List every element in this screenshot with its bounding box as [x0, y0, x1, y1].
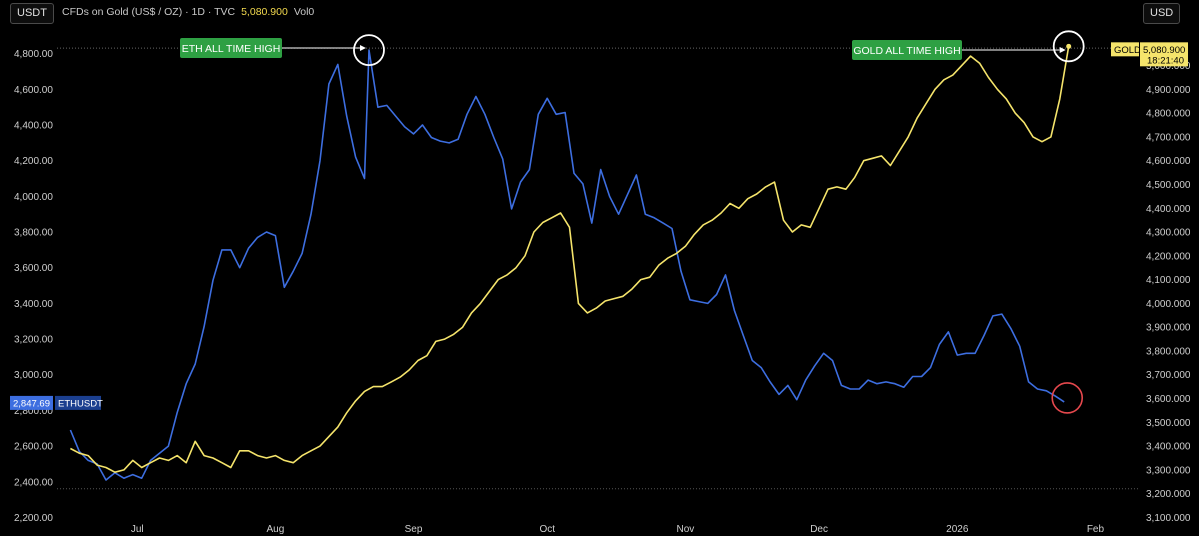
right-axis-tick-label: 3,300.000: [1146, 465, 1191, 476]
right-axis-tick-label: 4,700.000: [1146, 132, 1191, 143]
left-axis-tick-label: 2,800.00: [14, 406, 53, 417]
gold-ath-arrowhead: [1059, 47, 1066, 53]
left-axis-tick-label: 4,000.00: [14, 192, 53, 203]
right-axis-tick-label: 3,400.000: [1146, 442, 1191, 453]
series-line-gold: [70, 46, 1070, 474]
x-axis-tick-label: 2026: [946, 524, 969, 535]
eth-last-circle: [1051, 382, 1084, 414]
gold-price-badge-timer: 18:21:40: [1147, 55, 1184, 66]
right-axis-tick-label: 4,100.000: [1146, 275, 1191, 286]
right-currency-selector[interactable]: USD: [1143, 3, 1181, 24]
left-axis-tick-label: 4,800.00: [14, 49, 53, 60]
right-axis-tick-label: 3,600.000: [1146, 394, 1191, 405]
eth-price-badge: [10, 395, 53, 410]
left-axis-tick-label: 4,200.00: [14, 156, 53, 167]
right-axis-tick-label: 3,800.000: [1146, 346, 1191, 357]
left-axis-tick-label: 2,400.00: [14, 477, 53, 488]
right-axis-tick-label: 5,000.000: [1146, 61, 1191, 72]
x-axis-tick-label: Aug: [266, 524, 284, 535]
eth-symbol-badge-label: ETHUSDT: [58, 398, 103, 409]
right-axis-tick-label: 4,300.000: [1146, 228, 1191, 239]
eth-symbol-badge: [55, 395, 101, 410]
right-axis-tick-label: 4,400.000: [1146, 204, 1191, 215]
gold-price-badge-value: 5,080.900: [1143, 45, 1185, 56]
gold-ath-callout: [852, 40, 962, 60]
left-axis-tick-label: 3,600.00: [14, 263, 53, 274]
eth-ath-callout: [180, 38, 282, 58]
header-volume: Vol0: [293, 6, 315, 18]
gold-last-point: [1066, 43, 1072, 49]
left-axis-tick-label: 3,400.00: [14, 299, 53, 310]
right-axis-tick-label: 4,600.000: [1146, 156, 1191, 167]
gold-price-badge: [1140, 42, 1188, 67]
left-axis-tick-label: 2,600.00: [14, 442, 53, 453]
gold-ath-circle: [1052, 30, 1085, 63]
left-currency-selector[interactable]: USDT: [10, 3, 54, 24]
right-axis-tick-label: 4,000.000: [1146, 299, 1191, 310]
header-last-price: 5,080.900: [241, 6, 288, 18]
right-axis-tick-label: 3,700.000: [1146, 370, 1191, 381]
eth-price-badge-value: 2,847.69: [13, 398, 50, 409]
series-line-ethusdt: [69, 49, 1065, 481]
x-axis-tick-label: Dec: [810, 524, 828, 535]
right-axis-tick-label: 4,500.000: [1146, 180, 1191, 191]
left-axis-tick-label: 2,200.00: [14, 513, 53, 524]
left-axis-tick-label: 3,800.00: [14, 228, 53, 239]
chart-header: CFDs on Gold (US$ / OZ) · 1D · TVC 5,080.…: [62, 6, 314, 18]
x-axis-tick-label: Jul: [131, 524, 144, 535]
eth-ath-circle: [353, 34, 385, 67]
right-axis-tick-label: 3,200.000: [1146, 489, 1191, 500]
eth-ath-label: ETH ALL TIME HIGH: [182, 43, 281, 55]
right-axis-tick-label: 3,500.000: [1146, 418, 1191, 429]
x-axis-tick-label: Sep: [405, 524, 423, 535]
left-axis-tick-label: 4,600.00: [14, 85, 53, 96]
left-axis-tick-label: 3,000.00: [14, 370, 53, 381]
gold-symbol-badge: [1111, 42, 1139, 57]
gold-symbol-badge-label: GOLD: [1114, 45, 1141, 56]
left-axis-tick-label: 3,200.00: [14, 335, 53, 346]
right-axis-tick-label: 4,800.000: [1146, 109, 1191, 120]
x-axis-tick-label: Oct: [539, 524, 555, 535]
symbol-title: CFDs on Gold (US$ / OZ) · 1D · TVC: [62, 6, 236, 18]
left-axis-tick-label: 4,400.00: [14, 121, 53, 132]
right-axis-tick-label: 4,900.000: [1146, 85, 1191, 96]
right-axis-tick-label: 3,100.000: [1146, 513, 1191, 524]
x-axis-tick-label: Feb: [1087, 524, 1105, 535]
right-axis-tick-label: 4,200.000: [1146, 251, 1191, 262]
eth-ath-arrowhead: [359, 45, 366, 51]
gold-ath-label: GOLD ALL TIME HIGH: [853, 45, 960, 57]
right-axis-tick-label: 3,900.000: [1146, 323, 1191, 334]
x-axis-tick-label: Nov: [677, 524, 695, 535]
